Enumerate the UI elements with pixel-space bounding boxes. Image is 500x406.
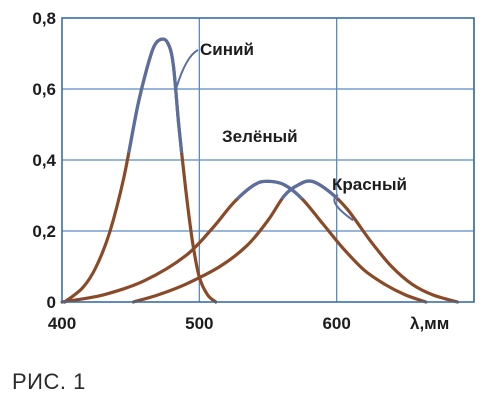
series-highlight-red — [279, 179, 341, 200]
y-tick-label: 0,2 — [32, 222, 56, 241]
series-highlight-blue — [127, 37, 184, 153]
series-label-blue: Синий — [200, 40, 254, 59]
y-tick-label: 0,6 — [32, 80, 56, 99]
label-leader-line — [333, 194, 354, 222]
series-curve-blue — [63, 37, 218, 304]
x-tick-label: 600 — [322, 314, 350, 333]
series-label-red: Красный — [332, 175, 407, 194]
x-axis-label: λ,мм — [410, 314, 449, 333]
y-tick-label: 0 — [47, 293, 56, 312]
x-axis-ticks: 400 500 600 — [48, 314, 351, 333]
figure-caption: РИС. 1 — [12, 369, 86, 394]
series-label-green: Зелёный — [222, 127, 298, 146]
y-tick-label: 0,4 — [32, 151, 56, 170]
x-tick-label: 500 — [185, 314, 213, 333]
series-highlight-green — [234, 179, 305, 200]
plot-frame — [61, 17, 475, 303]
chart-grid — [62, 18, 475, 302]
x-tick-label: 400 — [48, 314, 76, 333]
series-curve-red — [131, 179, 460, 304]
label-leader-line — [175, 49, 199, 90]
chart-curves — [60, 37, 460, 304]
y-tick-label: 0,8 — [32, 9, 56, 28]
y-axis-ticks: 0 0,2 0,4 0,6 0,8 — [32, 9, 56, 312]
